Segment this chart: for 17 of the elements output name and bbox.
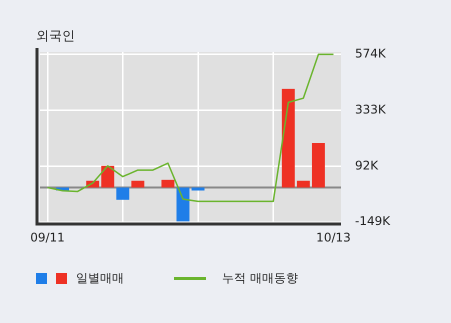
bar <box>131 180 144 188</box>
bar <box>296 180 310 188</box>
bar <box>116 188 130 200</box>
x-tick-label: 09/11 <box>30 230 65 244</box>
bar <box>282 88 295 188</box>
bar <box>161 180 174 188</box>
bar <box>312 142 325 188</box>
y-tick-label: 574K <box>355 46 387 60</box>
x-tick-label: 10/13 <box>316 230 351 244</box>
bar <box>176 188 190 222</box>
legend-label: 일별매매 <box>76 270 124 287</box>
legend-label: 누적 매매동향 <box>222 270 298 287</box>
y-tick-label: 333K <box>355 102 387 116</box>
bar <box>192 188 204 191</box>
y-tick-label: -149K <box>355 214 392 228</box>
chart-title: 외국인 <box>36 28 75 45</box>
y-tick-label: 92K <box>355 158 380 172</box>
